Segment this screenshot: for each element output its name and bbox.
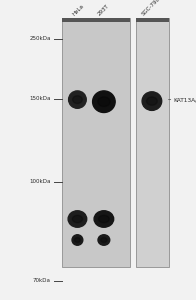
Text: 150kDa: 150kDa [29,97,51,101]
Text: HeLa: HeLa [72,3,85,16]
Text: 250kDa: 250kDa [29,37,51,41]
Ellipse shape [146,97,157,105]
Text: 70kDa: 70kDa [33,278,51,283]
Ellipse shape [93,91,115,112]
Ellipse shape [94,211,114,227]
Bar [62,18,130,22]
Ellipse shape [99,215,109,223]
Bar [136,18,169,267]
Ellipse shape [142,92,162,110]
Text: 293T: 293T [96,3,110,16]
Ellipse shape [68,211,87,227]
Text: KAT13A/SRC1: KAT13A/SRC1 [169,97,196,102]
Ellipse shape [72,215,83,223]
Ellipse shape [72,235,83,245]
Ellipse shape [98,97,110,106]
Ellipse shape [101,238,107,242]
Text: SGC-7901: SGC-7901 [141,0,163,16]
Text: 100kDa: 100kDa [29,179,51,184]
Ellipse shape [73,96,82,104]
Ellipse shape [69,91,86,108]
Bar [136,18,169,22]
Ellipse shape [74,238,80,242]
Bar [62,18,130,267]
Ellipse shape [98,235,110,245]
